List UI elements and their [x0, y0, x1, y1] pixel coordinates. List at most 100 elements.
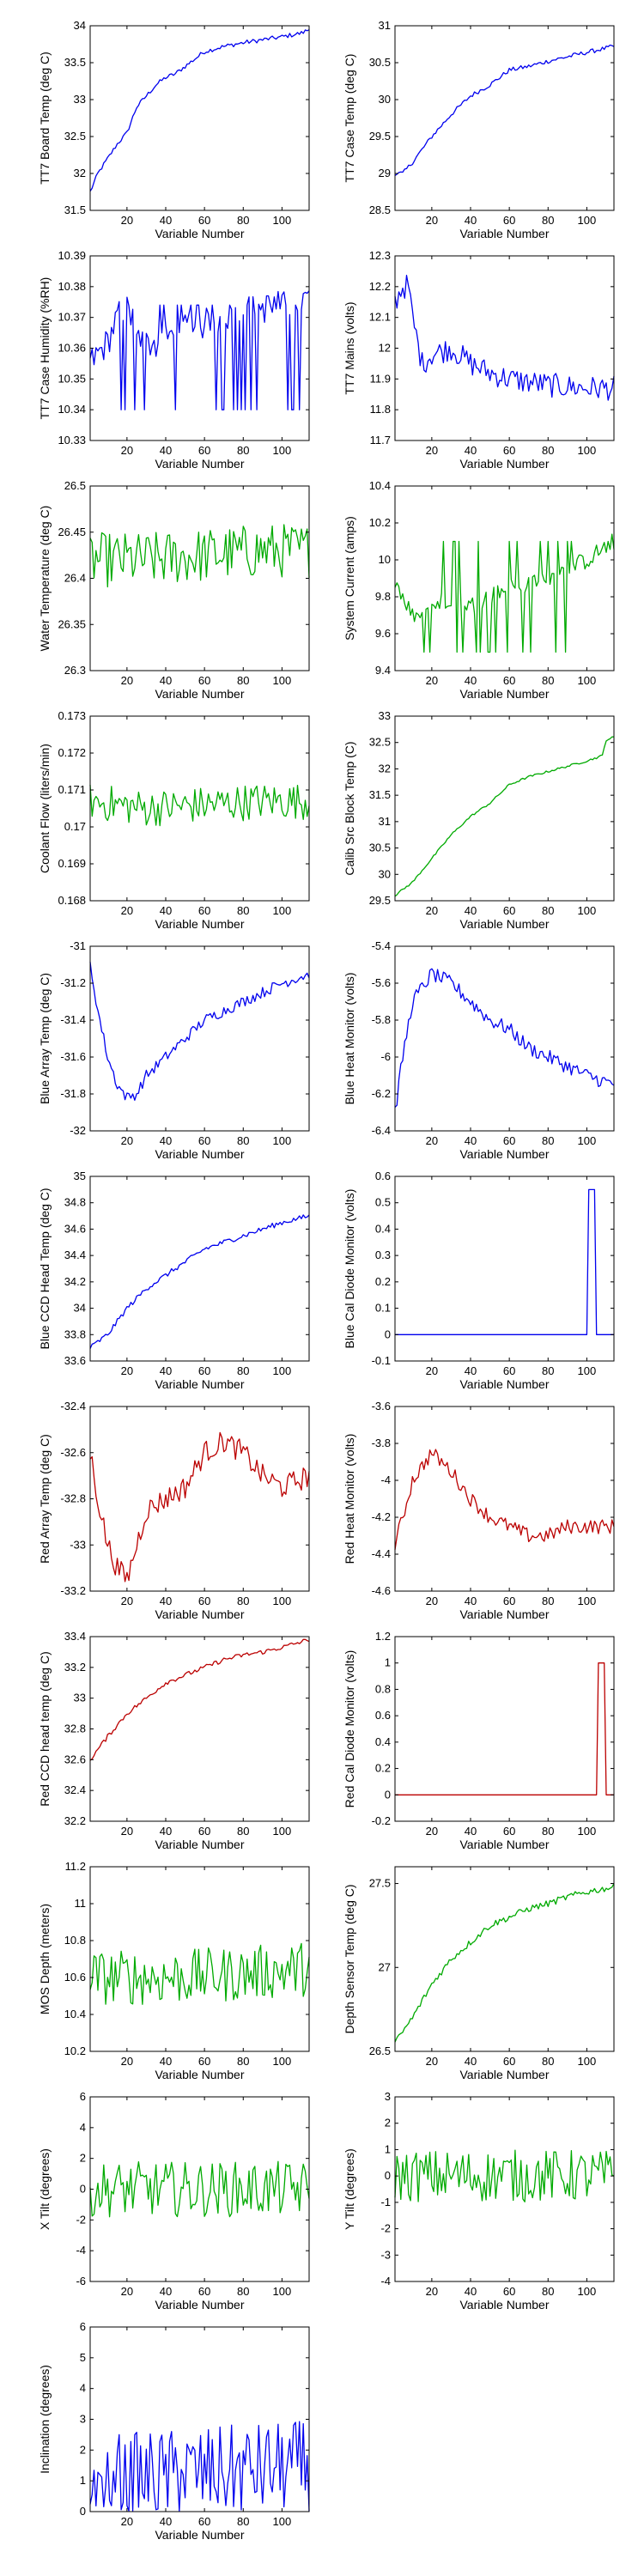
y-tick-label: 1 — [385, 2142, 391, 2155]
y-tick-label: -32 — [70, 1124, 86, 1137]
x-axis-label: Variable Number — [155, 2528, 244, 2542]
plot-frame — [394, 1866, 615, 2052]
x-tick-label: 40 — [160, 1134, 172, 1147]
x-tick-label: 100 — [273, 1825, 292, 1838]
series-line — [89, 2421, 310, 2512]
series-line — [395, 1188, 614, 1335]
y-tick-label: 26.5 — [369, 2044, 391, 2057]
y-tick-label: 26.3 — [64, 664, 86, 677]
y-tick-label: 2 — [80, 2152, 86, 2165]
y-tick-label: -1 — [380, 2196, 391, 2208]
x-tick-label: 20 — [426, 2285, 438, 2298]
y-tick-label: -4.6 — [372, 1584, 391, 1597]
x-tick-label: 40 — [465, 444, 477, 457]
x-tick-label: 60 — [503, 1134, 515, 1147]
y-tick-label: -5.6 — [372, 976, 391, 989]
x-tick-label: 40 — [160, 214, 172, 227]
x-tick-label: 80 — [542, 2285, 554, 2298]
x-tick-label: 60 — [198, 1134, 210, 1147]
x-tick-label: 40 — [160, 2055, 172, 2068]
y-tick-label: 10.4 — [64, 2008, 86, 2020]
y-axis-label: System Current (amps) — [343, 516, 356, 641]
y-tick-label: 0 — [80, 2505, 86, 2518]
y-tick-label: 34.8 — [64, 1196, 86, 1209]
y-tick-label: 32 — [74, 167, 86, 179]
x-tick-label: 40 — [465, 904, 477, 917]
chart-5: 20 40 60 80 100 26.3 26.35 26.4 26.45 26.5 Variabl… — [38, 479, 310, 701]
y-tick-label: 10.38 — [58, 280, 86, 293]
x-tick-label: 80 — [237, 2285, 249, 2298]
x-tick-label: 20 — [121, 1825, 133, 1838]
series-line — [394, 275, 615, 401]
y-tick-label: -6 — [380, 1050, 391, 1063]
x-tick-label: 60 — [198, 674, 210, 687]
x-tick-label: 20 — [121, 444, 133, 457]
x-axis-label: Variable Number — [459, 2298, 549, 2312]
y-tick-label: 9.6 — [375, 627, 391, 640]
x-tick-label: 40 — [465, 2055, 477, 2068]
x-tick-label: 100 — [273, 904, 292, 917]
chart-14: 20 40 60 80 100 -4.6 -4.4 -4.2 -4 -3.8 -3.6 Variabl… — [343, 1400, 615, 1621]
x-axis-label: Variable Number — [155, 917, 244, 931]
x-tick-label: 20 — [121, 1595, 133, 1607]
y-tick-label: 0.173 — [58, 709, 86, 722]
y-tick-label: 0.169 — [58, 857, 86, 870]
series-line — [89, 524, 310, 588]
x-tick-label: 20 — [426, 1825, 438, 1838]
x-axis-label: Variable Number — [155, 457, 244, 471]
y-axis-label: Blue Heat Monitor (volts) — [343, 972, 356, 1104]
x-tick-label: 80 — [237, 904, 249, 917]
y-tick-label: -31.4 — [60, 1013, 86, 1026]
plot-frame — [394, 2096, 615, 2282]
plot-frame — [89, 485, 310, 671]
x-tick-label: 20 — [426, 1134, 438, 1147]
x-tick-label: 20 — [121, 214, 133, 227]
y-tick-label: 6 — [80, 2090, 86, 2103]
y-tick-label: 0.172 — [58, 746, 86, 759]
y-tick-label: -6.4 — [372, 1124, 391, 1137]
y-axis-label: TT7 Case Humidity (%RH) — [38, 277, 52, 420]
plot-frame — [394, 1406, 615, 1592]
y-tick-label: -32.8 — [60, 1492, 86, 1505]
series-line — [89, 1214, 310, 1349]
y-tick-label: 26.5 — [64, 479, 86, 492]
x-tick-label: 100 — [273, 1134, 292, 1147]
chart-17: 20 40 60 80 100 10.2 10.4 10.6 10.8 11 11.2 Variabl… — [38, 1860, 310, 2081]
y-tick-label: 34 — [74, 19, 86, 32]
x-tick-label: 60 — [503, 1595, 515, 1607]
x-tick-label: 80 — [237, 2055, 249, 2068]
y-tick-label: -33 — [70, 1538, 86, 1551]
y-axis-label: Depth Sensor Temp (deg C) — [343, 1884, 356, 2033]
y-tick-label: 31 — [379, 19, 391, 32]
x-axis-label: Variable Number — [155, 687, 244, 701]
chart-2: 20 40 60 80 100 28.5 29 29.5 30 30.5 31 Variable Nu… — [343, 19, 615, 240]
x-tick-label: 80 — [542, 904, 554, 917]
x-tick-label: 80 — [237, 444, 249, 457]
x-axis-label: Variable Number — [459, 1147, 549, 1161]
y-tick-label: 33 — [74, 1692, 86, 1704]
y-tick-label: 33.8 — [64, 1327, 86, 1340]
series-line — [89, 2160, 310, 2218]
y-tick-label: 10.33 — [58, 434, 86, 447]
x-tick-label: 40 — [465, 2285, 477, 2298]
y-tick-label: -6 — [76, 2275, 86, 2287]
x-tick-label: 80 — [237, 2515, 249, 2528]
series-line — [89, 962, 310, 1101]
y-tick-label: 11 — [75, 1897, 87, 1910]
y-tick-label: 28.5 — [369, 204, 391, 216]
y-tick-label: 0.2 — [375, 1762, 391, 1775]
plot-frame — [394, 485, 615, 671]
y-tick-label: -4.4 — [372, 1547, 391, 1560]
series-line — [89, 29, 310, 192]
y-axis-label: Red Array Temp (deg C) — [38, 1434, 52, 1564]
series-line — [89, 784, 310, 827]
y-tick-label: 10.39 — [58, 249, 86, 262]
x-tick-label: 80 — [542, 1134, 554, 1147]
plot-frame — [394, 1636, 615, 1822]
y-tick-label: 32.8 — [64, 1722, 86, 1735]
series-line — [394, 533, 615, 653]
x-tick-label: 20 — [426, 444, 438, 457]
x-axis-label: Variable Number — [155, 1147, 244, 1161]
y-tick-label: 12 — [379, 342, 391, 355]
